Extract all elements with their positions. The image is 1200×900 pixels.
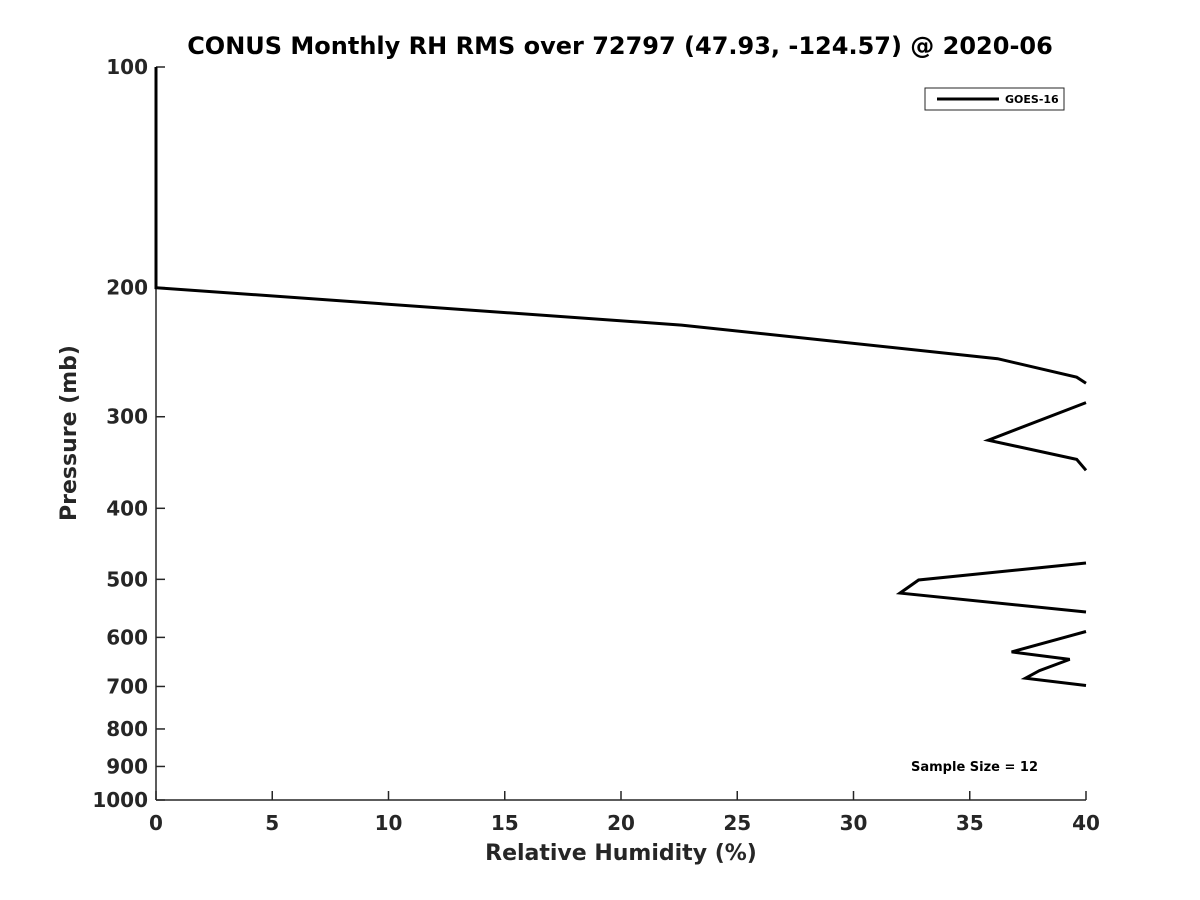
x-tick-label-30: 30 <box>840 811 868 835</box>
x-tick-label-5: 5 <box>265 811 279 835</box>
y-tick-label-1000: 1000 <box>92 788 148 812</box>
y-tick-label-400: 400 <box>106 496 148 520</box>
y-axis-ticks: 100 200 300 400 500 600 700 800 900 1000 <box>92 55 165 812</box>
y-tick-label-600: 600 <box>106 625 148 649</box>
x-tick-label-0: 0 <box>149 811 163 835</box>
sample-size-annotation: Sample Size = 12 <box>911 760 1038 775</box>
y-tick-label-300: 300 <box>106 405 148 429</box>
y-tick-label-500: 500 <box>106 567 148 591</box>
x-tick-label-20: 20 <box>607 811 635 835</box>
series-line-goes-16-segment-4 <box>1011 630 1087 687</box>
series-line-goes-16-segment-2 <box>983 401 1088 472</box>
x-tick-label-40: 40 <box>1072 811 1100 835</box>
series-layer <box>154 67 1088 687</box>
y-tick-label-900: 900 <box>106 754 148 778</box>
legend: GOES-16 <box>924 87 1065 111</box>
y-axis-label: Pressure (mb) <box>57 345 82 521</box>
x-tick-label-35: 35 <box>956 811 984 835</box>
x-tick-label-25: 25 <box>723 811 751 835</box>
x-axis-ticks: 0 5 10 15 20 25 30 35 40 <box>149 791 1100 835</box>
y-tick-label-200: 200 <box>106 276 148 300</box>
plot-area: 100 200 300 400 500 600 700 800 900 1000 0 5 10 15 20… <box>92 55 1100 835</box>
series-line-goes-16-segment-3 <box>895 561 1087 614</box>
y-tick-label-100: 100 <box>106 55 148 79</box>
x-axis-label: Relative Humidity (%) <box>485 841 757 866</box>
series-line-goes-16-segment-1 <box>154 67 1087 385</box>
x-tick-label-15: 15 <box>491 811 519 835</box>
x-tick-label-10: 10 <box>375 811 403 835</box>
chart-title: CONUS Monthly RH RMS over 72797 (47.93, … <box>187 32 1053 60</box>
y-tick-label-700: 700 <box>106 674 148 698</box>
legend-label-goes-16: GOES-16 <box>1005 93 1059 106</box>
y-tick-label-800: 800 <box>106 717 148 741</box>
